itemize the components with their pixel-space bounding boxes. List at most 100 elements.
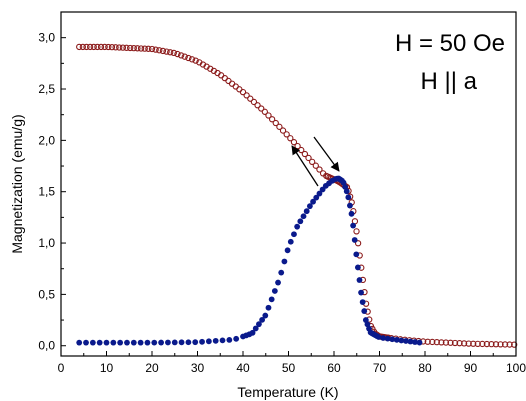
open-circle-point xyxy=(86,43,94,51)
open-circle-point xyxy=(451,339,459,347)
open-circle-point xyxy=(247,95,254,102)
filled-circle-point xyxy=(347,202,353,209)
filled-circle-point xyxy=(297,218,304,225)
open-circle-point xyxy=(130,44,137,52)
open-circle-point xyxy=(290,139,298,146)
open-circle-point xyxy=(456,340,463,347)
filled-circle-point xyxy=(185,339,192,346)
open-circle-point xyxy=(134,45,141,52)
filled-circle-point xyxy=(151,339,158,346)
y-axis-title: Magnetization (emu/g) xyxy=(9,114,25,253)
open-circle-point xyxy=(83,43,90,51)
open-circle-point xyxy=(433,339,440,346)
open-circle-point xyxy=(101,43,108,51)
open-circle-point xyxy=(185,54,192,62)
filled-circle-point xyxy=(192,339,199,346)
open-circle-point xyxy=(90,43,97,51)
filled-circle-point xyxy=(199,338,205,345)
open-circle-point xyxy=(424,338,431,345)
filled-circle-point xyxy=(407,338,414,345)
open-circle-point xyxy=(276,123,283,130)
filled-circle-point xyxy=(103,339,110,346)
open-circle-point xyxy=(250,98,258,106)
filled-circle-point xyxy=(124,339,130,346)
filled-circle-point xyxy=(354,264,361,271)
filled-circle-point xyxy=(313,194,320,201)
filled-circle-point xyxy=(226,336,233,343)
y-tick-label: 3,0 xyxy=(38,31,55,45)
open-circle-point xyxy=(123,44,130,51)
filled-circle-point xyxy=(265,304,272,311)
open-circle-point xyxy=(279,127,287,134)
open-circle-point xyxy=(156,47,163,54)
filled-circle-point xyxy=(287,238,294,245)
open-circle-point xyxy=(470,340,477,347)
y-tick-label: 0,5 xyxy=(38,287,55,301)
filled-circle-point xyxy=(350,222,357,229)
filled-circle-point xyxy=(89,339,96,346)
filled-circle-point xyxy=(310,198,316,205)
open-circle-point xyxy=(312,162,319,169)
filled-circle-point xyxy=(380,335,387,341)
filled-circle-point xyxy=(268,296,275,303)
open-circle-point xyxy=(316,166,323,173)
filled-circle-point xyxy=(345,194,352,201)
open-circle-point xyxy=(177,52,185,59)
open-circle-point xyxy=(112,44,119,51)
open-circle-point xyxy=(174,50,181,58)
open-circle-point xyxy=(148,45,156,53)
open-circle-point xyxy=(488,340,495,348)
open-circle-point xyxy=(283,131,290,138)
x-tick-label: 60 xyxy=(327,361,341,375)
filled-circle-point xyxy=(130,339,137,346)
cooling-arrow xyxy=(291,145,319,187)
filled-circle-point xyxy=(158,339,165,346)
filled-circle-point xyxy=(117,339,124,346)
filled-circle-point xyxy=(412,339,418,345)
open-circle-point xyxy=(479,340,486,348)
open-circle-point xyxy=(429,338,436,346)
annotation-field: H = 50 Oe xyxy=(395,30,505,57)
y-tick-label: 2,0 xyxy=(38,133,55,147)
filled-circle-point xyxy=(300,213,307,220)
open-circle-point xyxy=(188,56,196,63)
open-circle-point xyxy=(268,116,276,123)
filled-circle-point xyxy=(83,339,89,346)
open-circle-point xyxy=(474,340,481,347)
open-circle-point xyxy=(145,45,152,52)
filled-circle-point xyxy=(389,336,396,343)
open-circle-point xyxy=(511,341,518,348)
open-circle-point xyxy=(116,44,123,51)
x-tick-label: 80 xyxy=(418,361,432,375)
open-circle-point xyxy=(239,88,247,96)
filled-circle-point xyxy=(212,337,219,344)
filled-circle-point xyxy=(178,339,185,346)
open-circle-point xyxy=(483,340,491,348)
filled-circle-point xyxy=(393,336,400,343)
open-circle-point xyxy=(108,44,116,51)
filled-circle-point xyxy=(291,231,297,238)
filled-circle-point xyxy=(353,251,360,258)
open-circle-point xyxy=(97,43,105,51)
open-circle-point xyxy=(506,341,513,348)
filled-circle-point xyxy=(402,338,409,344)
filled-circle-point xyxy=(110,339,117,346)
open-circle-point xyxy=(265,112,272,119)
filled-circle-point xyxy=(343,188,350,195)
open-circle-point xyxy=(105,43,112,51)
open-circle-point xyxy=(442,339,450,346)
open-circle-point xyxy=(272,119,279,127)
filled-circle-point xyxy=(281,258,288,265)
open-circle-point xyxy=(76,43,83,51)
open-circle-point xyxy=(353,228,360,235)
filled-circle-point xyxy=(351,237,358,243)
filled-circle-point xyxy=(96,339,103,346)
filled-circle-point xyxy=(359,299,366,305)
filled-circle-point xyxy=(233,335,240,342)
filled-circle-point xyxy=(398,337,405,344)
open-circle-point xyxy=(309,158,316,166)
x-tick-label: 30 xyxy=(191,361,205,375)
x-tick-label: 0 xyxy=(58,361,65,375)
open-circle-point xyxy=(79,43,86,51)
